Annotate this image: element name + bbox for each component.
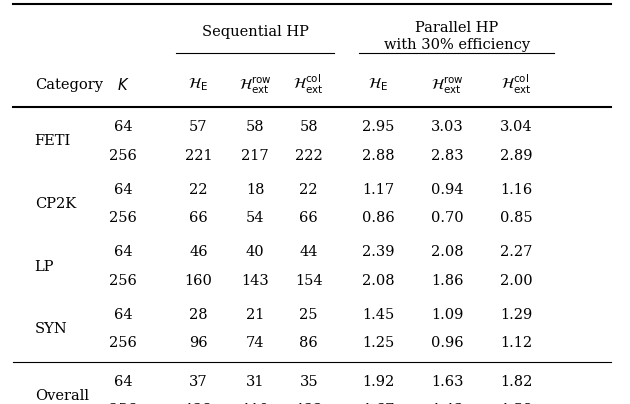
Text: 110: 110 [241, 403, 269, 404]
Text: 1.63: 1.63 [431, 375, 464, 389]
Text: 1.92: 1.92 [362, 375, 394, 389]
Text: $\mathcal{H}_\mathrm{E}$: $\mathcal{H}_\mathrm{E}$ [188, 76, 209, 93]
Text: CP2K: CP2K [35, 197, 76, 211]
Text: 57: 57 [189, 120, 208, 134]
Text: 217: 217 [241, 149, 269, 162]
Text: 64: 64 [113, 375, 132, 389]
Text: 2.39: 2.39 [362, 246, 394, 259]
Text: 2.00: 2.00 [500, 274, 533, 288]
Text: 44: 44 [299, 246, 318, 259]
Text: 31: 31 [246, 375, 265, 389]
Text: 256: 256 [109, 211, 137, 225]
Text: 1.25: 1.25 [362, 337, 394, 350]
Text: 1.43: 1.43 [431, 403, 464, 404]
Text: 86: 86 [299, 337, 318, 350]
Text: 64: 64 [113, 246, 132, 259]
Text: 0.85: 0.85 [500, 211, 533, 225]
Text: 256: 256 [109, 274, 137, 288]
Text: 2.27: 2.27 [500, 246, 533, 259]
Text: 74: 74 [246, 337, 265, 350]
Text: 2.83: 2.83 [431, 149, 464, 162]
Text: 1.86: 1.86 [431, 274, 464, 288]
Text: 122: 122 [295, 403, 323, 404]
Text: 0.70: 0.70 [431, 211, 464, 225]
Text: 40: 40 [246, 246, 265, 259]
Text: 160: 160 [185, 274, 212, 288]
Text: 37: 37 [189, 375, 208, 389]
Text: 1.58: 1.58 [500, 403, 533, 404]
Text: 18: 18 [246, 183, 265, 197]
Text: $\mathcal{H}_\mathrm{E}$: $\mathcal{H}_\mathrm{E}$ [368, 76, 388, 93]
Text: $\mathcal{H}_\mathrm{ext}^\mathrm{row}$: $\mathcal{H}_\mathrm{ext}^\mathrm{row}$ [431, 74, 464, 96]
Text: 3.03: 3.03 [431, 120, 464, 134]
Text: FETI: FETI [35, 135, 71, 148]
Text: 2.88: 2.88 [362, 149, 394, 162]
Text: 221: 221 [185, 149, 212, 162]
Text: 1.67: 1.67 [362, 403, 394, 404]
Text: 0.94: 0.94 [431, 183, 464, 197]
Text: 22: 22 [299, 183, 318, 197]
Text: Category: Category [35, 78, 103, 92]
Text: 58: 58 [246, 120, 265, 134]
Text: 3.04: 3.04 [500, 120, 533, 134]
Text: 222: 222 [295, 149, 323, 162]
Text: 256: 256 [109, 337, 137, 350]
Text: 256: 256 [109, 149, 137, 162]
Text: $\mathcal{H}_\mathrm{ext}^\mathrm{col}$: $\mathcal{H}_\mathrm{ext}^\mathrm{col}$ [501, 73, 532, 97]
Text: Sequential HP: Sequential HP [202, 25, 309, 39]
Text: 256: 256 [109, 403, 137, 404]
Text: 2.95: 2.95 [362, 120, 394, 134]
Text: 46: 46 [189, 246, 208, 259]
Text: 35: 35 [299, 375, 318, 389]
Text: $\mathcal{H}_\mathrm{ext}^\mathrm{row}$: $\mathcal{H}_\mathrm{ext}^\mathrm{row}$ [239, 74, 272, 96]
Text: $K$: $K$ [117, 77, 129, 93]
Text: 1.16: 1.16 [500, 183, 533, 197]
Text: 28: 28 [189, 308, 208, 322]
Text: 64: 64 [113, 120, 132, 134]
Text: 22: 22 [189, 183, 208, 197]
Text: 64: 64 [113, 183, 132, 197]
Text: 1.09: 1.09 [431, 308, 464, 322]
Text: 64: 64 [113, 308, 132, 322]
Text: 0.86: 0.86 [362, 211, 394, 225]
Text: 25: 25 [299, 308, 318, 322]
Text: 1.17: 1.17 [362, 183, 394, 197]
Text: $\mathcal{H}_\mathrm{ext}^\mathrm{col}$: $\mathcal{H}_\mathrm{ext}^\mathrm{col}$ [294, 73, 324, 97]
Text: 154: 154 [295, 274, 323, 288]
Text: 66: 66 [299, 211, 318, 225]
Text: Parallel HP
with 30% efficiency: Parallel HP with 30% efficiency [384, 21, 530, 52]
Text: SYN: SYN [35, 322, 67, 336]
Text: 2.89: 2.89 [500, 149, 533, 162]
Text: 96: 96 [189, 337, 208, 350]
Text: LP: LP [35, 260, 54, 274]
Text: 1.12: 1.12 [501, 337, 532, 350]
Text: 58: 58 [299, 120, 318, 134]
Text: 66: 66 [189, 211, 208, 225]
Text: Overall: Overall [35, 389, 89, 403]
Text: 0.96: 0.96 [431, 337, 464, 350]
Text: 1.29: 1.29 [500, 308, 533, 322]
Text: 1.45: 1.45 [362, 308, 394, 322]
Text: 2.08: 2.08 [362, 274, 394, 288]
Text: 2.08: 2.08 [431, 246, 464, 259]
Text: 128: 128 [185, 403, 212, 404]
Text: 143: 143 [241, 274, 269, 288]
Text: 54: 54 [246, 211, 265, 225]
Text: 21: 21 [246, 308, 265, 322]
Text: 1.82: 1.82 [500, 375, 533, 389]
